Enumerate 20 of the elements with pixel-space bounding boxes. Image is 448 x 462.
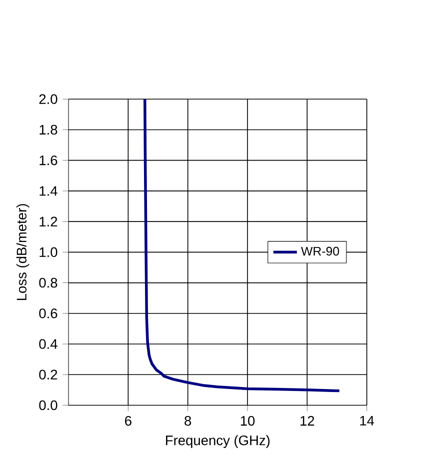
x-tick-label: 6	[124, 416, 132, 426]
y-axis-title: Loss (dB/meter)	[16, 204, 30, 300]
y-tick-label: 1.4	[40, 186, 58, 196]
y-tick-label: 2.0	[39, 94, 58, 104]
y-tick-label: 1.2	[40, 216, 57, 226]
y-tick-label: 0.4	[39, 339, 58, 349]
x-tick-label: 14	[360, 416, 374, 426]
y-tick-label: 1.0	[40, 247, 58, 258]
line-series	[143, 99, 341, 392]
x-axis-title: Frequency (GHz)	[166, 435, 270, 448]
y-tick-label: 1.8	[40, 124, 58, 135]
x-tick-label: 8	[184, 416, 191, 426]
y-tick-label: 0.8	[39, 278, 58, 288]
x-tick-label: 10	[240, 416, 254, 426]
y-tick-label: 1.6	[40, 155, 58, 166]
legend-label: WR-90	[300, 246, 339, 256]
x-tick-label: 12	[300, 416, 314, 426]
y-tick-label: 0.0	[39, 400, 58, 410]
y-tick-label: 0.2	[39, 370, 57, 380]
y-tick-label: 0.6	[39, 308, 58, 318]
